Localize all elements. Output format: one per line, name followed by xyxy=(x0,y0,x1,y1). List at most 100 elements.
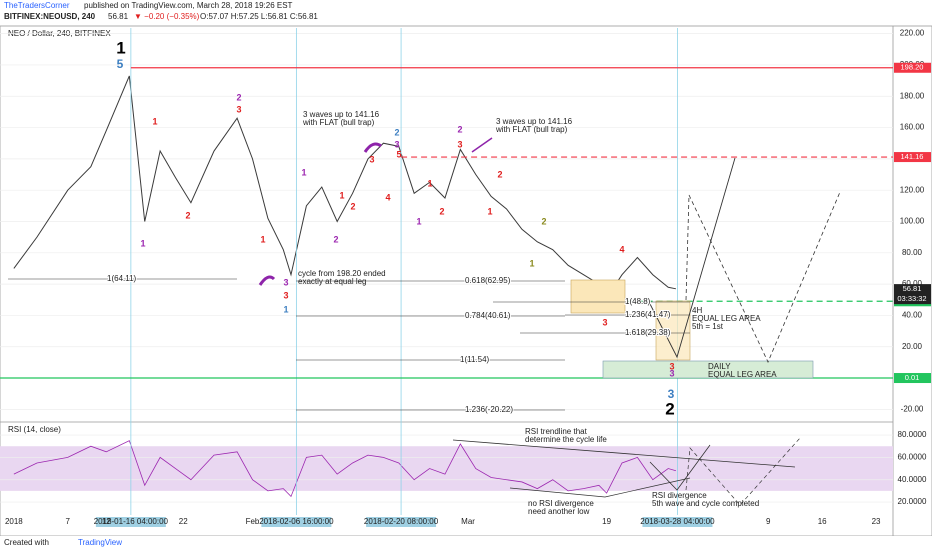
annotation: determine the cycle life xyxy=(525,435,607,444)
y-tick-label: 220.00 xyxy=(900,29,925,38)
rsi-title: RSI (14, close) xyxy=(8,425,61,434)
price-tag-label: 0.01 xyxy=(905,373,920,382)
annotation: RSI trendline that xyxy=(525,427,588,436)
change: ▼ −0.20 (−0.35%) xyxy=(134,12,200,21)
annotation: with FLAT (bull trap) xyxy=(302,118,375,127)
wave-label: 2 xyxy=(541,216,546,226)
y-tick-label: 60.0000 xyxy=(898,452,927,461)
annotation: EQUAL LEG AREA xyxy=(692,314,761,323)
x-tick-highlight xyxy=(366,517,437,527)
wave-label: 3 xyxy=(457,139,462,149)
wave-label: 2 xyxy=(350,201,355,211)
wave-label: 1 xyxy=(487,206,492,216)
ohlc: O:57.07 H:57.25 L:56.81 C:56.81 xyxy=(200,12,318,21)
annotation: need another low xyxy=(528,507,590,516)
wave-label: 1 xyxy=(427,178,432,188)
x-tick-label: Mar xyxy=(461,517,475,526)
annotation: EQUAL LEG AREA xyxy=(708,370,777,379)
wave-label: 2 xyxy=(665,399,674,418)
x-tick-label: 2018-03-28 04:00:00 xyxy=(640,517,715,526)
box xyxy=(602,360,814,379)
annotation: exactly at equal leg xyxy=(298,277,367,286)
wave-label: 2 xyxy=(457,124,462,134)
x-tick-highlight xyxy=(642,517,713,527)
price-line xyxy=(13,75,677,300)
countdown: 03:33:32 xyxy=(897,294,926,303)
price-line xyxy=(13,440,677,498)
rsi-divergence xyxy=(509,477,691,498)
wave-label: 1 xyxy=(140,238,145,248)
annotation: 5th = 1st xyxy=(692,322,724,331)
fib-label: 1(64.11) xyxy=(107,274,137,283)
x-tick-label: 2018-02-06 16:00:00 xyxy=(259,517,334,526)
last: 56.81 xyxy=(108,12,129,21)
plot xyxy=(0,28,893,515)
y-tick-label: 40.00 xyxy=(902,311,923,320)
box xyxy=(570,279,626,314)
annotation: with FLAT (bull trap) xyxy=(495,125,568,134)
arrow xyxy=(363,142,382,153)
fib-label: 1.236(41.47) xyxy=(625,310,671,319)
wave-label: 2 xyxy=(394,127,399,137)
wave-label: 3 xyxy=(394,139,399,149)
rsi-projection xyxy=(685,437,801,506)
wave-label: 3 xyxy=(669,361,674,371)
wave-label: 1 xyxy=(260,234,265,244)
x-tick-label: 9 xyxy=(766,517,771,526)
price-tag-label: 198.20 xyxy=(901,63,924,72)
wave-label: 1 xyxy=(529,258,534,268)
y-tick-label: 20.00 xyxy=(902,342,923,351)
last-price-tag xyxy=(894,284,931,305)
wave-label: 2 xyxy=(497,169,502,179)
fib-label: 0.618(62.95) xyxy=(465,276,511,285)
y-tick-label: 60.00 xyxy=(902,279,923,288)
projection xyxy=(685,191,841,363)
footer-brand[interactable]: TradingView xyxy=(78,538,122,547)
annotation: 4H xyxy=(692,306,702,315)
x-tick-highlight xyxy=(95,517,166,527)
x-tick-label: 16 xyxy=(818,517,827,526)
price-tag xyxy=(894,152,931,163)
fib-label: 0.784(40.61) xyxy=(465,311,511,320)
published: published on TradingView.com, March 28, … xyxy=(84,1,293,10)
y-tick-label: 20.0000 xyxy=(898,497,927,506)
rsi-projection xyxy=(649,444,711,491)
author[interactable]: TheTradersCorner xyxy=(4,1,70,10)
y-tick-label: 40.0000 xyxy=(898,475,927,484)
wave-label: 5 xyxy=(396,149,401,159)
x-tick-label: 19 xyxy=(602,517,611,526)
wave-label: 5 xyxy=(117,57,124,71)
arrow xyxy=(258,275,276,286)
x-tick-label: 12 xyxy=(102,517,111,526)
y-tick-label: 120.00 xyxy=(900,185,925,194)
wave-label: 2 xyxy=(236,92,241,102)
wave-label: 4 xyxy=(619,244,624,254)
wave-label: 1 xyxy=(339,190,344,200)
annotation: cycle from 198.20 ended xyxy=(298,269,386,278)
wave-label: 2 xyxy=(439,206,444,216)
x-tick-label: 23 xyxy=(872,517,881,526)
annotation: 5th wave and cycle completed xyxy=(652,499,759,508)
wave-label: 3 xyxy=(669,368,674,378)
wave-label: 3 xyxy=(668,387,675,401)
price-tag xyxy=(894,62,931,73)
wave-label: 3 xyxy=(369,154,374,164)
wave-label: 1 xyxy=(416,216,421,226)
annotation: 3 waves up to 141.16 xyxy=(303,110,380,119)
rsi-trendline xyxy=(452,439,796,468)
wave-label: 3 xyxy=(283,290,288,300)
symbol: BITFINEX:NEOUSD, 240 xyxy=(4,12,96,21)
price-tag xyxy=(894,373,931,384)
fib-label: 1.236(-20.22) xyxy=(465,405,513,414)
annotation: 3 waves up to 141.16 xyxy=(496,117,573,126)
arrow xyxy=(471,137,493,153)
y-tick-label: 100.00 xyxy=(900,217,925,226)
footer-bg xyxy=(0,536,932,550)
wave-label: 3 xyxy=(236,104,241,114)
annotation: DAILY xyxy=(708,362,731,371)
wave-label: 1 xyxy=(152,116,157,126)
wave-label: 3 xyxy=(602,317,607,327)
annotation: no RSI divergence xyxy=(528,499,594,508)
x-tick-label: Feb xyxy=(246,517,260,526)
y-tick-label: 180.00 xyxy=(900,91,925,100)
